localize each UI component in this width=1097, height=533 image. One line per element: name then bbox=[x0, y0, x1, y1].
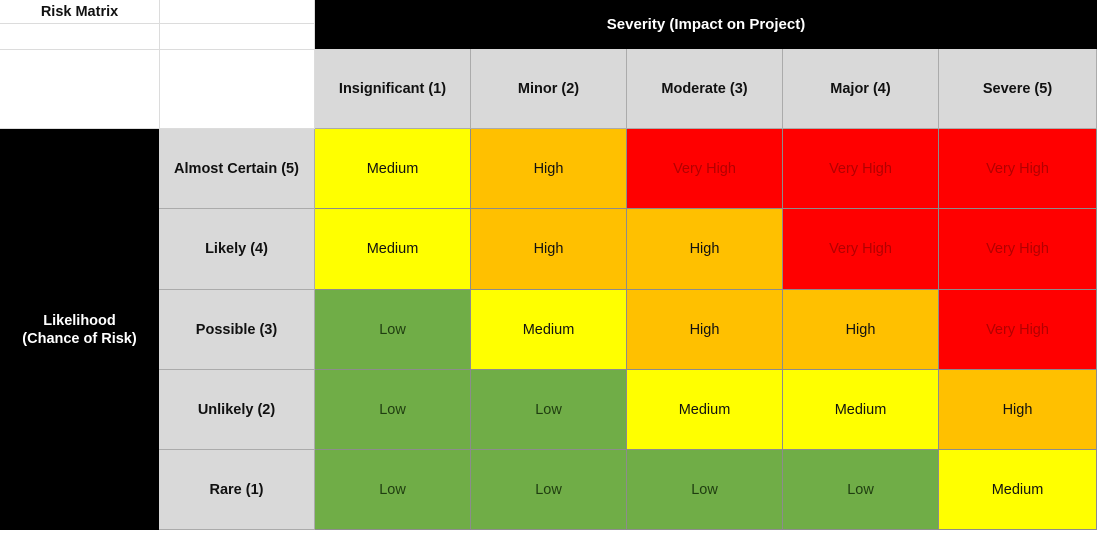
risk-cell[interactable]: High bbox=[783, 290, 939, 370]
likelihood-header-line1: Likelihood bbox=[43, 312, 116, 329]
severity-column-header[interactable]: Minor (2) bbox=[471, 49, 627, 129]
likelihood-header-line2: (Chance of Risk) bbox=[22, 330, 137, 347]
risk-cell[interactable]: Medium bbox=[627, 370, 783, 450]
risk-cell[interactable]: High bbox=[939, 370, 1097, 450]
risk-cell[interactable]: Low bbox=[315, 450, 471, 530]
risk-cell[interactable]: Medium bbox=[783, 370, 939, 450]
risk-cell[interactable]: Very High bbox=[939, 290, 1097, 370]
gridline bbox=[0, 23, 315, 24]
severity-column-header[interactable]: Major (4) bbox=[783, 49, 939, 129]
sheet-title: Risk Matrix bbox=[40, 3, 119, 20]
risk-cell[interactable]: High bbox=[627, 290, 783, 370]
risk-cell[interactable]: Low bbox=[315, 290, 471, 370]
gridline bbox=[314, 0, 315, 129]
risk-cell[interactable]: Medium bbox=[471, 290, 627, 370]
likelihood-row-header[interactable]: Rare (1) bbox=[159, 450, 315, 530]
likelihood-row-header[interactable]: Possible (3) bbox=[159, 290, 315, 370]
risk-cell[interactable]: Low bbox=[471, 450, 627, 530]
gridline bbox=[0, 49, 315, 50]
risk-cell[interactable]: Medium bbox=[315, 209, 471, 290]
risk-cell[interactable]: Low bbox=[315, 370, 471, 450]
risk-cell[interactable]: Very High bbox=[939, 209, 1097, 290]
severity-column-header[interactable]: Severe (5) bbox=[939, 49, 1097, 129]
severity-column-header[interactable]: Insignificant (1) bbox=[315, 49, 471, 129]
risk-cell[interactable]: Medium bbox=[939, 450, 1097, 530]
likelihood-row-header[interactable]: Almost Certain (5) bbox=[159, 129, 315, 209]
risk-cell[interactable]: Very High bbox=[783, 129, 939, 209]
likelihood-header: Likelihood (Chance of Risk) bbox=[0, 129, 159, 530]
risk-cell[interactable]: High bbox=[471, 129, 627, 209]
likelihood-row-header[interactable]: Unlikely (2) bbox=[159, 370, 315, 450]
risk-cell[interactable]: Medium bbox=[315, 129, 471, 209]
severity-column-header[interactable]: Moderate (3) bbox=[627, 49, 783, 129]
risk-cell[interactable]: High bbox=[627, 209, 783, 290]
risk-cell[interactable]: Very High bbox=[627, 129, 783, 209]
gridline bbox=[0, 128, 315, 129]
risk-cell[interactable]: Very High bbox=[783, 209, 939, 290]
risk-cell[interactable]: Very High bbox=[939, 129, 1097, 209]
risk-cell[interactable]: Low bbox=[627, 450, 783, 530]
likelihood-row-header[interactable]: Likely (4) bbox=[159, 209, 315, 290]
risk-cell[interactable]: Low bbox=[471, 370, 627, 450]
severity-header: Severity (Impact on Project) bbox=[315, 0, 1097, 49]
risk-cell[interactable]: High bbox=[471, 209, 627, 290]
risk-cell[interactable]: Low bbox=[783, 450, 939, 530]
gridline bbox=[159, 0, 160, 129]
